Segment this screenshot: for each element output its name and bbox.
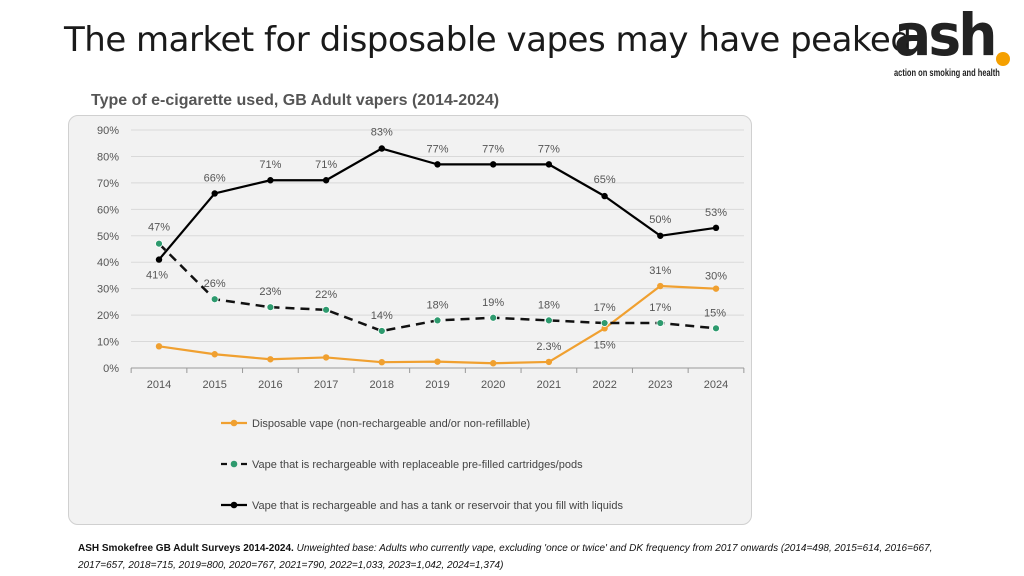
data-point [545, 358, 553, 366]
y-tick-label: 50% [97, 231, 119, 243]
x-tick-label: 2019 [425, 379, 449, 391]
data-point [545, 161, 553, 168]
data-point [489, 313, 498, 322]
data-point [545, 316, 553, 325]
data-point [490, 161, 497, 168]
legend-label: Disposable vape (non-rechargeable and/or… [252, 418, 530, 430]
legend-label: Vape that is rechargeable and has a tank… [252, 500, 623, 512]
x-tick-label: 2023 [648, 379, 672, 391]
footnote: ASH Smokefree GB Adult Surveys 2014-2024… [78, 540, 958, 574]
x-tick-label: 2017 [314, 379, 338, 391]
logo-dot-icon [996, 52, 1010, 66]
data-label: 17% [649, 302, 671, 314]
data-point [378, 358, 385, 366]
data-label: 77% [538, 143, 560, 155]
data-point [601, 325, 608, 332]
x-tick-label: 2024 [704, 379, 728, 391]
data-point [712, 224, 720, 232]
data-point [267, 356, 274, 363]
legend-marker [230, 501, 238, 509]
page-title: The market for disposable vapes may have… [64, 20, 912, 60]
data-point [712, 285, 720, 292]
x-tick-label: 2020 [481, 379, 505, 391]
series-line-0 [158, 284, 717, 365]
data-label: 47% [148, 222, 170, 234]
x-tick-label: 2016 [258, 379, 282, 391]
data-point [155, 239, 163, 248]
data-point [377, 327, 386, 335]
legend-marker [230, 419, 238, 427]
data-label: 15% [594, 339, 616, 351]
data-label: 50% [649, 214, 671, 226]
data-point [322, 354, 330, 361]
data-point [433, 316, 442, 325]
data-label: 14% [371, 310, 393, 322]
data-label: 22% [315, 289, 337, 301]
data-point [211, 190, 218, 197]
footnote-source: ASH Smokefree GB Adult Surveys 2014-2024… [78, 543, 294, 554]
data-label: 17% [594, 302, 616, 314]
data-label: 19% [482, 297, 504, 309]
data-point [211, 351, 218, 358]
x-tick-label: 2018 [370, 379, 394, 391]
data-point [210, 295, 219, 304]
data-point [434, 358, 441, 365]
data-label: 26% [204, 278, 226, 290]
data-label: 77% [426, 143, 448, 155]
data-label: 2.3% [536, 341, 561, 353]
x-tick-label: 2015 [202, 379, 226, 391]
data-point [322, 305, 331, 314]
data-label: 18% [538, 299, 560, 311]
data-point [322, 177, 330, 184]
legend-label: Vape that is rechargeable with replaceab… [252, 459, 583, 471]
data-label: 30% [705, 271, 727, 283]
data-point [155, 256, 163, 263]
ash-logo: ash action on smoking and health [894, 4, 1016, 82]
y-tick-label: 80% [97, 151, 119, 163]
data-point [601, 192, 608, 200]
data-point [657, 282, 664, 290]
chart-title: Type of e-cigarette used, GB Adult vaper… [91, 92, 500, 109]
data-point [490, 360, 497, 367]
footnote-details: Unweighted base: Adults who currently va… [78, 543, 933, 571]
data-point [712, 324, 720, 333]
data-label: 23% [259, 286, 281, 298]
data-point [378, 145, 385, 152]
data-label: 83% [371, 127, 393, 139]
y-tick-label: 40% [97, 257, 119, 269]
x-tick-label: 2022 [592, 379, 616, 391]
y-tick-label: 0% [103, 363, 119, 375]
y-tick-label: 20% [97, 310, 119, 322]
data-label: 15% [704, 307, 726, 319]
data-label: 31% [649, 265, 671, 277]
data-point [267, 177, 274, 184]
data-point [657, 232, 664, 239]
y-tick-label: 90% [97, 125, 119, 137]
data-point [434, 161, 441, 168]
data-label: 71% [259, 159, 281, 171]
y-tick-label: 30% [97, 284, 119, 296]
data-point [155, 343, 163, 350]
data-label: 65% [594, 174, 616, 186]
data-label: 77% [482, 143, 504, 155]
x-tick-label: 2021 [537, 379, 561, 391]
data-point [600, 319, 609, 327]
logo-wordmark: ash [894, 1, 998, 69]
legend-marker [230, 460, 238, 468]
logo-tagline: action on smoking and health [894, 68, 1000, 79]
y-tick-label: 10% [97, 337, 119, 349]
y-tick-label: 70% [97, 178, 119, 190]
data-point [266, 303, 275, 312]
x-tick-label: 2014 [147, 379, 171, 391]
data-label: 18% [426, 299, 448, 311]
data-label: 71% [315, 159, 337, 171]
data-label: 41% [146, 270, 168, 282]
data-label: 66% [204, 172, 226, 184]
data-label: 53% [705, 207, 727, 219]
y-tick-label: 60% [97, 204, 119, 216]
data-point [656, 319, 665, 327]
